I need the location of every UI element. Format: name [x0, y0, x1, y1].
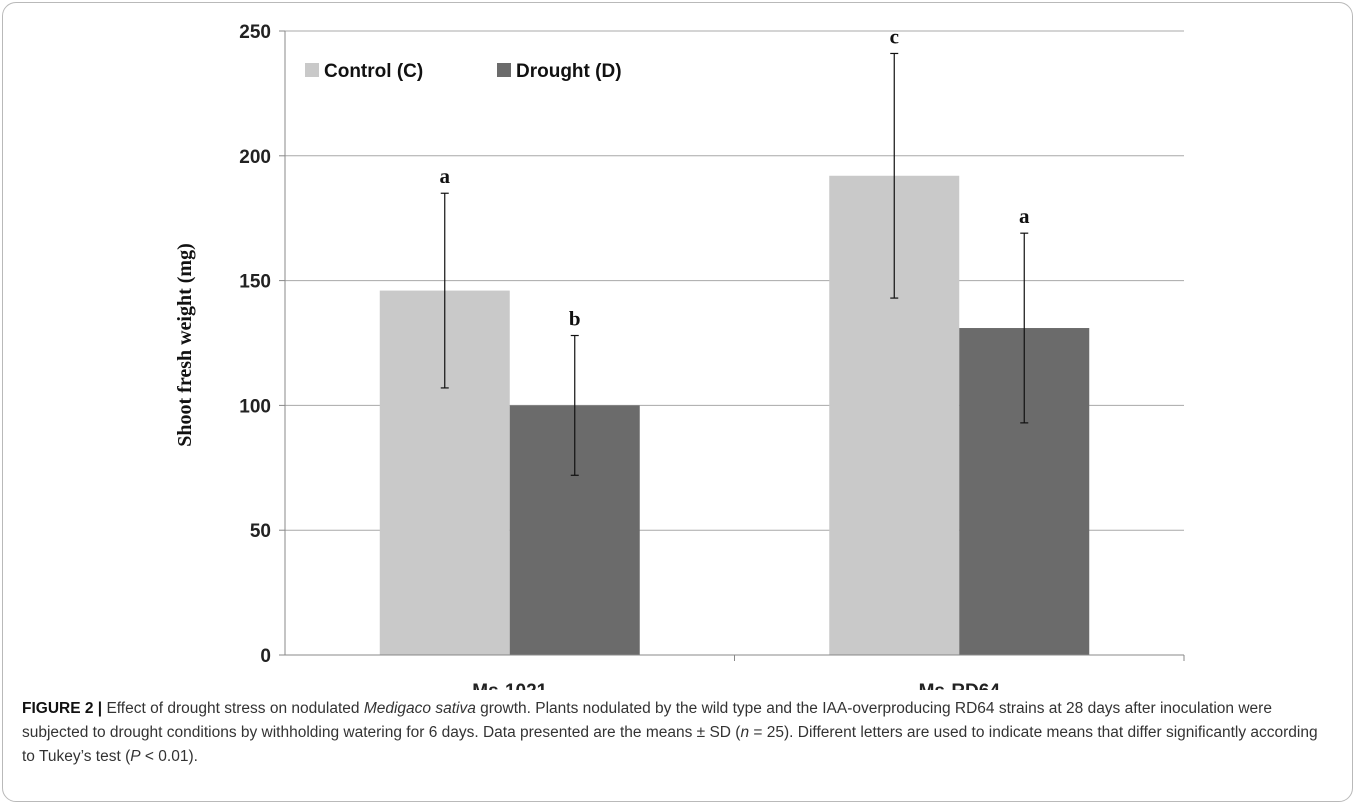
- figure-caption: FIGURE 2 | Effect of drought stress on n…: [22, 697, 1334, 769]
- y-tick-label: 150: [239, 272, 271, 293]
- y-tick-label: 50: [250, 521, 271, 542]
- y-tick-label: 200: [239, 147, 271, 168]
- legend: Control (C) Drought (D): [305, 61, 622, 82]
- caption-text-3: = 25). Different letters are used to ind…: [22, 724, 1318, 765]
- significance-letter: a: [440, 164, 451, 188]
- significance-letter: c: [890, 24, 899, 48]
- y-tick-label: 100: [239, 396, 271, 417]
- bars: [379, 175, 1090, 655]
- y-tick-label: 0: [260, 646, 271, 667]
- caption-n-variable: n: [740, 724, 750, 741]
- axes: [279, 30, 1185, 661]
- y-tick-label: 250: [239, 22, 271, 43]
- caption-text-1: Effect of drought stress on nodulated: [102, 700, 364, 717]
- significance-letter: b: [569, 307, 581, 331]
- bar-chart: 0 50 100 150 200 250 Ms-1021 a b Ms-RD64 c a Contro…: [174, 22, 1185, 690]
- caption-species: Medigaco sativa: [363, 700, 476, 717]
- x-tick-label: Ms-RD64: [919, 681, 1001, 690]
- legend-label: Control (C): [324, 61, 423, 82]
- caption-text-4: < 0.01).: [140, 748, 198, 765]
- axis-labels: 0 50 100 150 200 250 Ms-1021 a b Ms-RD64 c a: [239, 22, 1030, 690]
- legend-label: Drought (D): [516, 61, 622, 82]
- error-bars: [440, 52, 1029, 476]
- caption-p-variable: P: [130, 748, 141, 765]
- x-tick-label: Ms-1021: [472, 681, 547, 690]
- legend-swatch: [305, 63, 319, 77]
- y-axis-label: Shoot fresh weight (mg): [174, 243, 196, 447]
- caption-text-2: growth. Plants nodulated by the wild typ…: [22, 700, 1272, 741]
- significance-letter: a: [1019, 204, 1030, 228]
- caption-label: FIGURE 2 |: [22, 700, 103, 717]
- legend-swatch: [497, 63, 511, 77]
